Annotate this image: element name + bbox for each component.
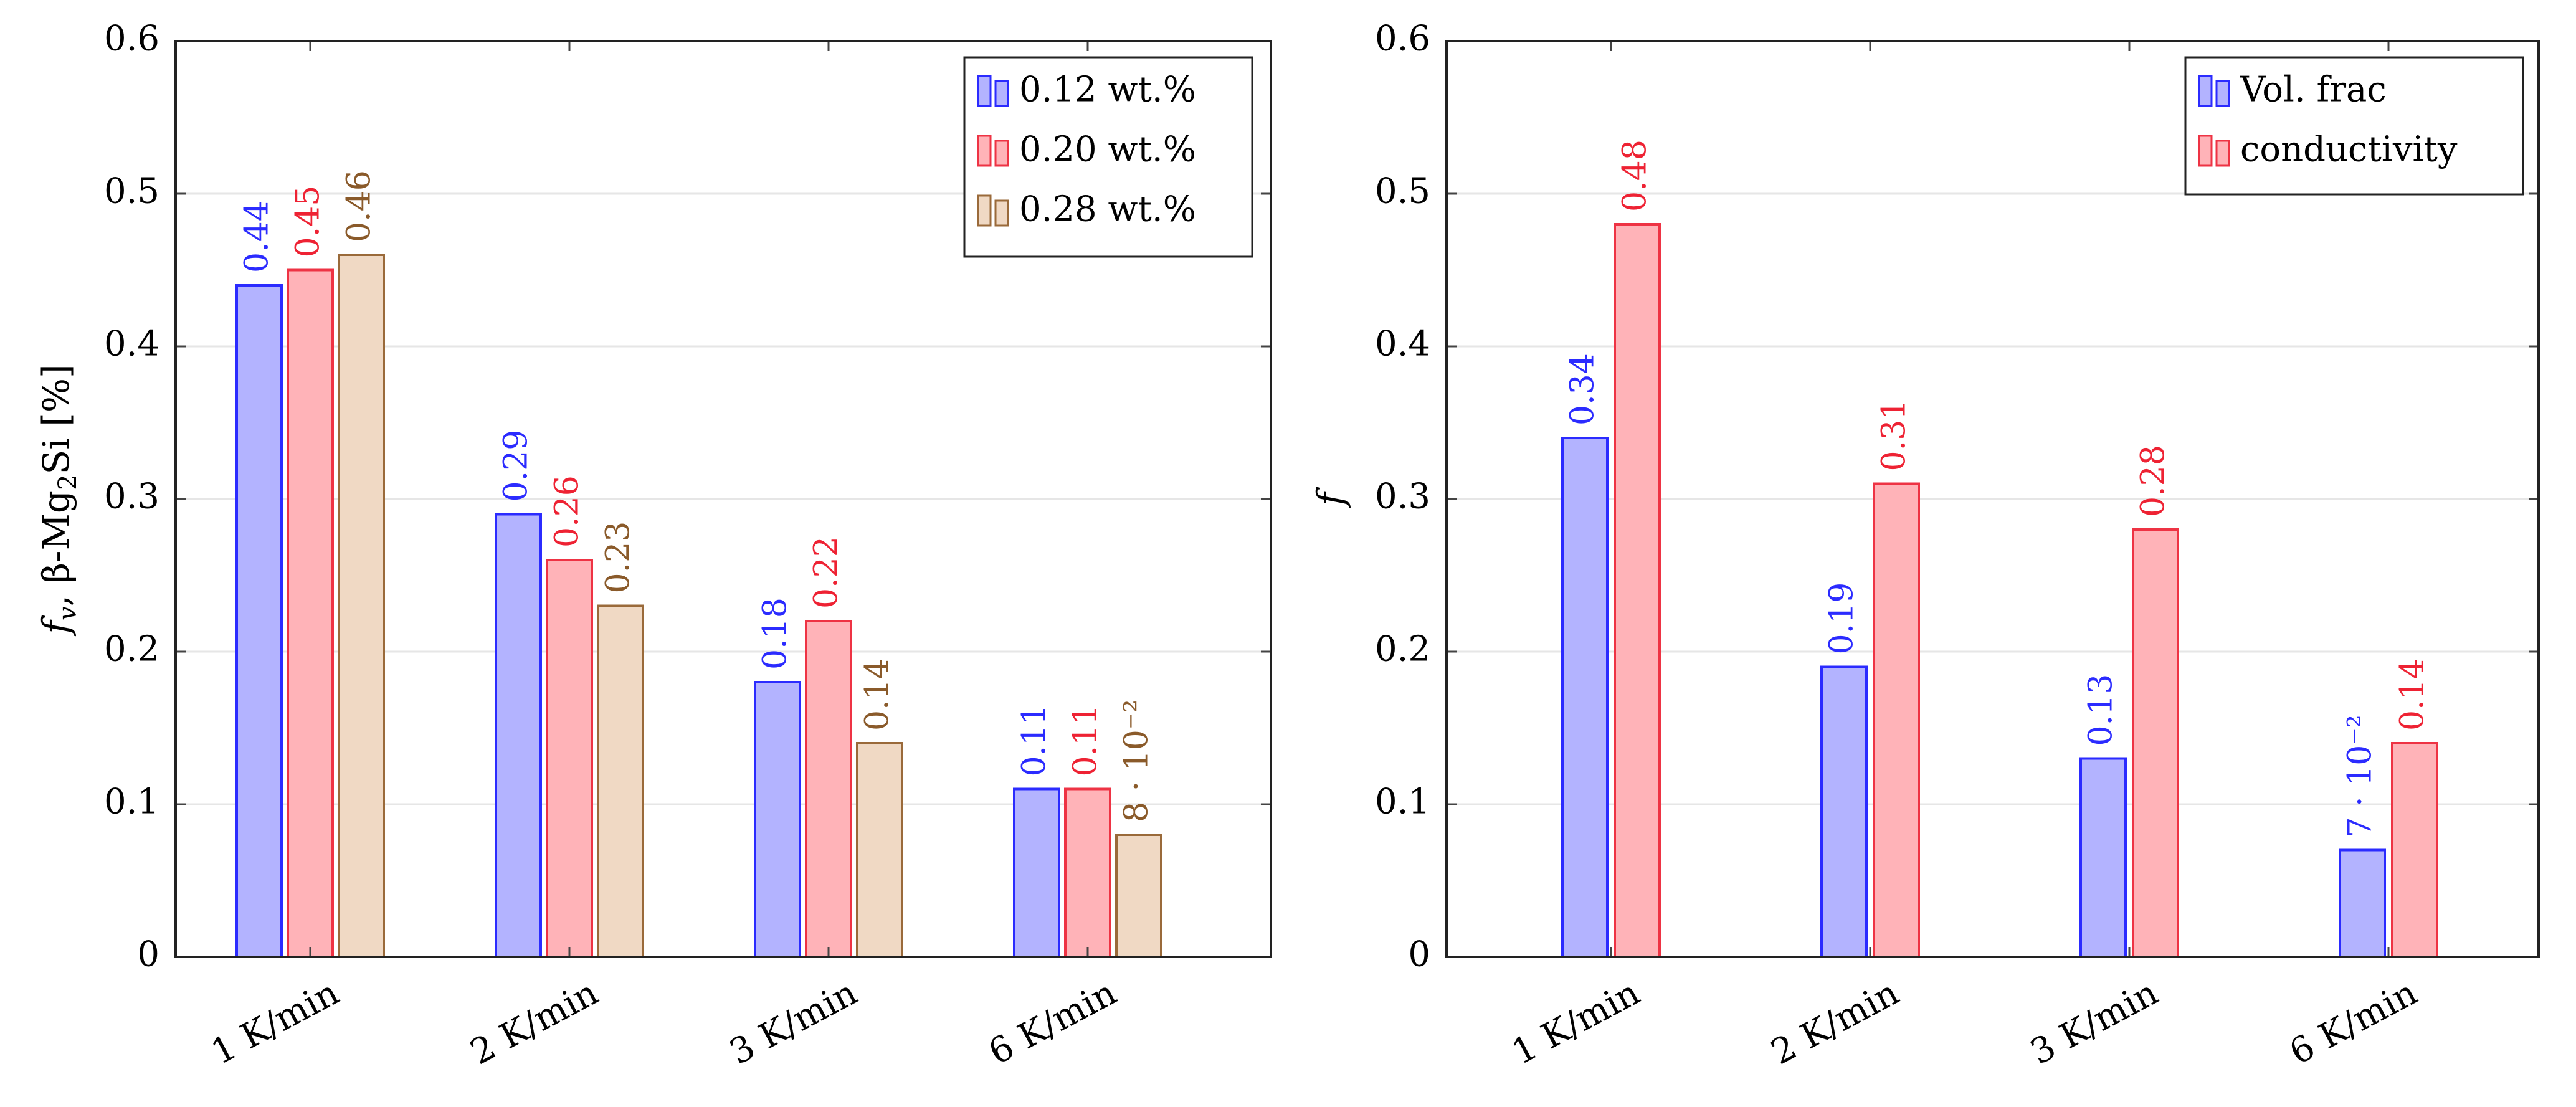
data-label: 0.26: [549, 475, 586, 548]
legend-swatch: [977, 194, 992, 227]
x-tick-label: 2 K/min: [464, 972, 605, 1073]
y-tick-label: 0.5: [104, 171, 159, 212]
x-tick-label: 1 K/min: [1506, 972, 1647, 1073]
bar: [1064, 787, 1111, 958]
legend-label: Vol. frac: [2240, 70, 2387, 110]
chart-right: 0.34 0.48 1 K/min 0.19 0.31 2 K/min 0.13 0.28 3 …: [1309, 19, 2540, 1073]
y-tick-label: 0.4: [104, 324, 159, 364]
bar: [338, 254, 385, 958]
x-tick-label: 3 K/min: [723, 972, 864, 1073]
plot-frame: [174, 40, 1272, 958]
y-tick-label: 0.2: [104, 629, 159, 670]
bar: [2132, 528, 2179, 958]
x-tick-label: 6 K/min: [982, 972, 1123, 1073]
legend-label: 0.28 wt.%: [1019, 189, 1196, 230]
bar: [1013, 787, 1060, 958]
legend-label: conductivity: [2240, 130, 2458, 170]
data-label: 0.46: [341, 170, 378, 242]
y-tick-label: 0: [1408, 934, 1430, 975]
y-tick-label: 0.4: [1375, 324, 1430, 364]
legend-label: 0.12 wt.%: [1019, 70, 1196, 110]
data-label: 0.48: [1617, 140, 1654, 212]
data-label: 0.45: [290, 186, 327, 258]
bar: [2339, 848, 2386, 958]
bar: [597, 604, 644, 958]
data-label: 0.14: [2394, 658, 2431, 731]
legend: Vol. frac conductivity: [2184, 56, 2524, 196]
y-tick-label: 0.3: [1375, 477, 1430, 517]
bar: [856, 742, 903, 958]
data-label: 0.13: [2083, 674, 2120, 746]
legend-swatch: [2198, 75, 2213, 107]
x-tick-label: 3 K/min: [2024, 972, 2165, 1073]
data-label: 0.34: [1564, 353, 1602, 425]
legend: 0.12 wt.% 0.20 wt.% 0.28 wt.%: [963, 56, 1253, 258]
x-tick-label: 6 K/min: [2283, 972, 2424, 1073]
bar: [287, 268, 334, 958]
legend-swatch: [977, 135, 992, 167]
legend-swatch: [994, 199, 1009, 227]
y-axis-label: fv, β-Mg2Si [%]: [35, 364, 82, 636]
data-label: 0.11: [1016, 705, 1053, 777]
bar: [495, 513, 542, 958]
data-label: 0.31: [1876, 399, 1913, 472]
x-tick-label: 2 K/min: [1765, 972, 1906, 1073]
legend-box: [963, 56, 1253, 258]
data-label: 0.28: [2135, 445, 2172, 517]
data-label: 7 · 10⁻²: [2342, 715, 2379, 837]
data-label: 8 · 10⁻²: [1118, 700, 1156, 822]
data-label: 0.11: [1067, 705, 1105, 777]
legend-label: 0.20 wt.%: [1019, 130, 1196, 170]
legend-box: [2184, 56, 2524, 196]
legend-swatch: [994, 140, 1009, 167]
y-tick-label: 0.6: [1375, 19, 1430, 59]
y-tick-label: 0.2: [1375, 629, 1430, 670]
data-label: 0.19: [1823, 582, 1861, 655]
bar: [1820, 665, 1868, 958]
y-tick-label: 0.5: [1375, 171, 1430, 212]
legend-swatch: [994, 80, 1009, 107]
y-tick-label: 0.1: [104, 782, 159, 822]
data-label: 0.29: [498, 430, 535, 502]
chart-left: 0.44 0.45 0.46 1 K/min 0.29 0.26 0.23 2 K/min 0.…: [35, 19, 1272, 1073]
y-tick-label: 0.6: [104, 19, 159, 59]
bar: [754, 681, 801, 958]
y-axis-label: f: [1309, 487, 1352, 508]
bar: [1115, 834, 1162, 958]
y-tick-label: 0: [137, 934, 159, 975]
y-tick-label: 0.3: [104, 477, 159, 517]
data-label: 0.22: [808, 536, 845, 609]
legend-swatch: [977, 75, 992, 107]
bar: [2391, 742, 2438, 958]
plot-frame: [1445, 40, 2540, 958]
bar: [235, 284, 283, 958]
legend-swatch: [2215, 80, 2230, 107]
y-tick-label: 0.1: [1375, 782, 1430, 822]
x-tick-label: 1 K/min: [205, 972, 346, 1073]
data-label: 0.14: [859, 658, 896, 731]
bar: [2079, 757, 2127, 958]
bar: [805, 620, 852, 958]
data-label: 0.18: [757, 597, 794, 670]
bar: [546, 559, 593, 958]
bar: [1614, 223, 1661, 958]
legend-swatch: [2198, 135, 2213, 167]
bar: [1561, 437, 1609, 958]
data-label: 0.23: [600, 521, 637, 594]
data-label: 0.44: [239, 201, 276, 273]
bar: [1873, 482, 1920, 958]
legend-swatch: [2215, 140, 2230, 167]
